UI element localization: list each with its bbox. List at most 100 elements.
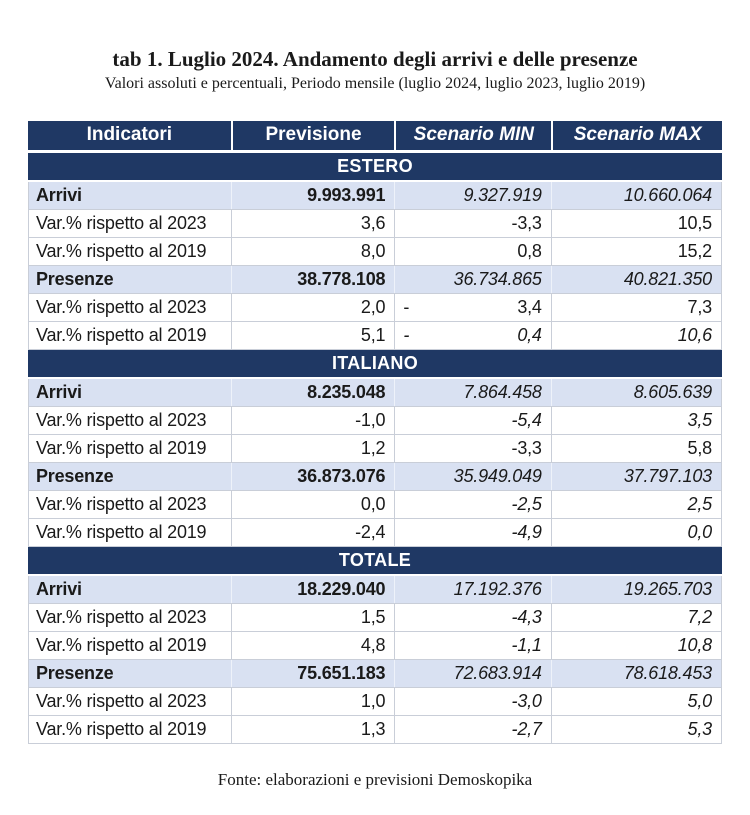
row-label: Var.% rispetto al 2019 — [36, 324, 207, 345]
scenario-max-cell: 5,8 — [550, 434, 721, 462]
row-label: Var.% rispetto al 2023 — [36, 212, 207, 233]
accounting-minus: - — [403, 296, 410, 317]
table-row: Arrivi 8.235.048 7.864.458 8.605.639 — [28, 378, 722, 407]
table-row: Presenze 75.651.183 72.683.914 78.618.45… — [28, 659, 722, 688]
table-row: Var.% rispetto al 2023 3,6 -3,3 10,5 — [28, 209, 722, 238]
row-label: Presenze — [36, 662, 114, 683]
table-header-row: Indicatori Previsione Scenario MIN Scena… — [28, 120, 722, 153]
scenario-min-cell: 9.327.919 — [394, 181, 550, 209]
previsione-cell: 75.651.183 — [231, 659, 394, 687]
previsione-cell: -2,4 — [231, 518, 394, 546]
table-row: Var.% rispetto al 2019 5,1 - 0,4 10,6 — [28, 321, 722, 350]
data-table: Indicatori Previsione Scenario MIN Scena… — [28, 120, 722, 744]
table-row: Var.% rispetto al 2019 1,3 -2,7 5,3 — [28, 715, 722, 744]
row-label: Var.% rispetto al 2019 — [36, 240, 207, 261]
scenario-min-cell: -3,0 — [394, 687, 550, 715]
scenario-min-cell: - 0,4 — [394, 321, 550, 349]
previsione-cell: 38.778.108 — [231, 265, 394, 293]
previsione-cell: 5,1 — [231, 321, 394, 349]
scenario-min-cell: 17.192.376 — [394, 575, 550, 603]
scenario-min-cell: 0,8 — [394, 237, 550, 265]
scenario-max-cell: 37.797.103 — [550, 462, 721, 490]
scenario-max-cell: 3,5 — [550, 406, 721, 434]
previsione-cell: -1,0 — [231, 406, 394, 434]
row-label: Arrivi — [36, 381, 82, 402]
previsione-cell: 0,0 — [231, 490, 394, 518]
scenario-max-cell: 2,5 — [550, 490, 721, 518]
col-header-scenario-min: Scenario MIN — [394, 120, 551, 150]
scenario-min-text: 3,4 — [517, 296, 542, 317]
page-title: tab 1. Luglio 2024. Andamento degli arri… — [112, 47, 638, 71]
scenario-min-cell: -5,4 — [394, 406, 550, 434]
table-row: Var.% rispetto al 2023 1,0 -3,0 5,0 — [28, 687, 722, 716]
page-subtitle: Valori assoluti e percentuali, Periodo m… — [104, 75, 646, 93]
scenario-max-cell: 15,2 — [550, 237, 721, 265]
table-row: Var.% rispetto al 2019 1,2 -3,3 5,8 — [28, 434, 722, 463]
table-row: Presenze 38.778.108 36.734.865 40.821.35… — [28, 265, 722, 294]
previsione-cell: 8.235.048 — [231, 378, 394, 406]
col-header-scenario-max: Scenario MAX — [551, 120, 722, 150]
scenario-min-cell: 35.949.049 — [394, 462, 550, 490]
scenario-max-cell: 5,0 — [550, 687, 721, 715]
table-row: Var.% rispetto al 2019 -2,4 -4,9 0,0 — [28, 518, 722, 547]
source-note: Fonte: elaborazioni e previsioni Demosko… — [217, 769, 533, 789]
scenario-max-cell: 40.821.350 — [550, 265, 721, 293]
scenario-min-cell: -3,3 — [394, 434, 550, 462]
scenario-max-cell: 5,3 — [550, 715, 721, 743]
row-label: Var.% rispetto al 2023 — [36, 409, 207, 430]
scenario-max-cell: 0,0 — [550, 518, 721, 546]
section-header-totale: TOTALE — [28, 546, 722, 576]
previsione-cell: 4,8 — [231, 631, 394, 659]
scenario-min-cell: -2,7 — [394, 715, 550, 743]
scenario-max-cell: 10,5 — [550, 209, 721, 237]
row-label: Var.% rispetto al 2023 — [36, 690, 207, 711]
row-label: Var.% rispetto al 2019 — [36, 718, 207, 739]
scenario-max-cell: 10,6 — [550, 321, 721, 349]
scenario-max-cell: 8.605.639 — [550, 378, 721, 406]
row-label: Var.% rispetto al 2023 — [36, 296, 207, 317]
col-header-previsione: Previsione — [230, 120, 395, 150]
row-label: Arrivi — [36, 184, 82, 205]
table-row: Var.% rispetto al 2023 2,0 - 3,4 7,3 — [28, 293, 722, 322]
scenario-min-text: 0,4 — [517, 324, 542, 345]
scenario-max-cell: 19.265.703 — [550, 575, 721, 603]
scenario-min-cell: -4,3 — [394, 603, 550, 631]
scenario-min-cell: -2,5 — [394, 490, 550, 518]
table-row: Presenze 36.873.076 35.949.049 37.797.10… — [28, 462, 722, 491]
scenario-min-cell: -4,9 — [394, 518, 550, 546]
table-row: Arrivi 9.993.991 9.327.919 10.660.064 — [28, 181, 722, 210]
scenario-min-cell: 36.734.865 — [394, 265, 550, 293]
col-header-indicatori: Indicatori — [86, 124, 173, 146]
scenario-min-cell: 7.864.458 — [394, 378, 550, 406]
scenario-min-cell: - 3,4 — [394, 293, 550, 321]
table-row: Var.% rispetto al 2023 -1,0 -5,4 3,5 — [28, 406, 722, 435]
previsione-cell: 1,0 — [231, 687, 394, 715]
scenario-min-cell: 72.683.914 — [394, 659, 550, 687]
row-label: Presenze — [36, 268, 114, 289]
row-label: Arrivi — [36, 578, 82, 599]
accounting-minus: - — [403, 324, 410, 345]
table-row: Var.% rispetto al 2019 4,8 -1,1 10,8 — [28, 631, 722, 660]
section-header-estero: ESTERO — [28, 152, 722, 182]
scenario-max-cell: 10,8 — [550, 631, 721, 659]
scenario-min-cell: -3,3 — [394, 209, 550, 237]
table-row: Var.% rispetto al 2023 0,0 -2,5 2,5 — [28, 490, 722, 519]
scenario-max-cell: 10.660.064 — [550, 181, 721, 209]
previsione-cell: 18.229.040 — [231, 575, 394, 603]
previsione-cell: 3,6 — [231, 209, 394, 237]
scenario-min-cell: -1,1 — [394, 631, 550, 659]
scenario-max-cell: 7,3 — [550, 293, 721, 321]
table-row: Var.% rispetto al 2023 1,5 -4,3 7,2 — [28, 603, 722, 632]
previsione-cell: 8,0 — [231, 237, 394, 265]
row-label: Var.% rispetto al 2019 — [36, 521, 207, 542]
previsione-cell: 2,0 — [231, 293, 394, 321]
section-header-italiano: ITALIANO — [28, 349, 722, 379]
previsione-cell: 1,2 — [231, 434, 394, 462]
previsione-cell: 1,5 — [231, 603, 394, 631]
scenario-max-cell: 78.618.453 — [550, 659, 721, 687]
previsione-cell: 36.873.076 — [231, 462, 394, 490]
table-row: Arrivi 18.229.040 17.192.376 19.265.703 — [28, 575, 722, 604]
row-label: Var.% rispetto al 2023 — [36, 493, 207, 514]
scenario-max-cell: 7,2 — [550, 603, 721, 631]
row-label: Var.% rispetto al 2023 — [36, 606, 207, 627]
